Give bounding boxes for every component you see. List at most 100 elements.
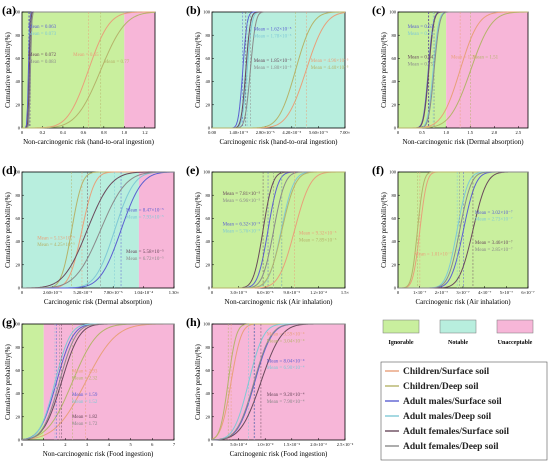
zone-ignorable xyxy=(22,324,44,440)
y-tick-label: 60 xyxy=(206,56,211,61)
y-axis-title: Cumulative probability(%) xyxy=(4,32,12,108)
legend-series-label: Adult females/Deep soil xyxy=(403,442,499,452)
legend-zone-label: Notable xyxy=(448,340,468,346)
x-tick-label: 9.0×10⁻⁵ xyxy=(283,290,300,295)
x-tick-label: 5×10⁻⁷ xyxy=(500,290,514,295)
x-tick-label: 0.6 xyxy=(81,130,87,135)
x-tick-label: 1.04×10⁻⁴ xyxy=(134,290,153,295)
x-axis-title: Carcinogenic risk (hand-to-oral ingestio… xyxy=(220,138,339,146)
legend-series-label: Adult females/Surface soil xyxy=(403,427,509,437)
y-tick-label: 0 xyxy=(18,126,21,131)
y-tick-label: 60 xyxy=(16,368,21,373)
chart-panel-3: 0 20 40 60 80 100 0 0.5 1.0 1.5 2.0 2.5 Non-carcinog… xyxy=(372,3,529,146)
x-axis-title: Carcinogenic risk (Food ingestion) xyxy=(230,450,328,458)
x-tick-label: 1.0×10⁻³ xyxy=(257,442,274,447)
x-tick-label: 0 xyxy=(21,442,24,447)
y-tick-label: 100 xyxy=(389,10,397,15)
x-tick-label: 1.2 xyxy=(142,130,148,135)
x-tick-label: 0.2 xyxy=(40,130,46,135)
mean-label: Mean = 1.82 xyxy=(72,415,98,420)
y-axis-title: Cumulative probability(%) xyxy=(194,32,202,108)
y-tick-label: 40 xyxy=(16,239,21,244)
mean-label: Mean = 6.90×10⁻⁴ xyxy=(267,365,305,371)
mean-label: Mean = 0.073 xyxy=(28,32,56,37)
x-tick-label: 2.80×10⁻⁵ xyxy=(256,130,275,135)
y-tick-label: 80 xyxy=(16,345,21,350)
panel-letter: (g) xyxy=(2,315,16,329)
mean-label: Mean = 6.32×10⁻⁵ xyxy=(223,221,261,227)
legend-series-label: Adult males/Surface soil xyxy=(403,397,502,407)
chart-panel-8: 0 20 40 60 80 100 0 5.0×10⁻⁴ 1.0×10⁻³ 1.5×10⁻³ 2.0… xyxy=(186,315,354,458)
mean-label: Mean = 0.083 xyxy=(28,60,56,65)
y-tick-label: 80 xyxy=(16,193,21,198)
mean-label: Mean = 8.47×10⁻⁵ xyxy=(126,207,164,213)
series-curve xyxy=(398,11,528,129)
x-tick-label: 0.8 xyxy=(101,130,107,135)
mean-label: Mean = 4.96×10⁻⁵ xyxy=(311,58,349,64)
y-tick-label: 40 xyxy=(206,391,211,396)
x-tick-label: 1×10⁻⁷ xyxy=(413,290,427,295)
y-tick-label: 20 xyxy=(206,102,211,107)
series-curve xyxy=(21,323,174,441)
mean-label: Mean = 1.85×10⁻⁵ xyxy=(254,58,292,64)
mean-label: Mean = 6.96×10⁻⁵ xyxy=(223,198,261,204)
panel-letter: (d) xyxy=(2,163,17,177)
mean-label: Mean = 2.32 xyxy=(72,377,98,382)
panel-letter: (b) xyxy=(186,3,201,17)
y-tick-label: 100 xyxy=(203,10,211,15)
y-axis-title: Cumulative probability(%) xyxy=(4,192,12,268)
panel-letter: (c) xyxy=(372,3,385,17)
mean-label: Mean = 5.76×10⁻⁵ xyxy=(223,228,261,234)
x-axis-title: Non-carcinogenic risk (Air inhalation) xyxy=(225,298,334,306)
y-tick-label: 60 xyxy=(392,56,397,61)
y-tick-label: 100 xyxy=(13,10,21,15)
y-tick-label: 100 xyxy=(13,170,21,175)
mean-label: Mean = 0.77 xyxy=(104,60,130,65)
x-tick-label: 7.80×10⁻⁵ xyxy=(104,290,123,295)
y-axis-title: Cumulative probability(%) xyxy=(194,192,202,268)
y-tick-label: 20 xyxy=(392,102,397,107)
x-tick-label: 2 xyxy=(64,442,66,447)
panel-letter: (f) xyxy=(372,163,384,177)
chart-panel-5: 0 20 40 60 80 100 0 3.0×10⁻⁵ 6.0×10⁻⁵ 9.0×10⁻⁵ 1.2… xyxy=(186,163,350,306)
y-axis-title: Cumulative probability(%) xyxy=(4,344,12,420)
x-tick-label: 4.20×10⁻⁵ xyxy=(282,130,301,135)
y-tick-label: 60 xyxy=(16,56,21,61)
mean-label: Mean = 9.20×10⁻⁴ xyxy=(267,392,305,398)
y-tick-label: 40 xyxy=(392,239,397,244)
y-tick-label: 20 xyxy=(16,414,21,419)
mean-label: Mean = 4.25×10⁻⁵ xyxy=(37,242,75,248)
mean-label: Mean = 2.73×10⁻⁷ xyxy=(475,217,513,223)
y-tick-label: 100 xyxy=(203,322,211,327)
series-curve xyxy=(212,11,346,129)
x-tick-label: 2.0 xyxy=(491,130,497,135)
chart-panel-6: 0 20 40 60 80 100 0 1×10⁻⁷ 2×10⁻⁷ 3×10⁻⁷ 4×10⁻⁷ 5×1… xyxy=(372,163,535,306)
panel-letter: (a) xyxy=(2,3,16,17)
x-tick-label: 1.5 xyxy=(467,130,473,135)
x-tick-label: 1 xyxy=(43,442,45,447)
y-tick-label: 80 xyxy=(206,345,211,350)
y-axis-title: Cumulative probability(%) xyxy=(194,344,202,420)
mean-label: Mean = 1.80×10⁻⁵ xyxy=(254,65,292,71)
y-tick-label: 20 xyxy=(16,262,21,267)
y-tick-label: 60 xyxy=(16,216,21,221)
y-tick-label: 0 xyxy=(208,286,211,291)
series-curve xyxy=(21,171,174,289)
mean-label: Mean = 7.81×10⁻⁵ xyxy=(223,191,261,197)
mean-label: Mean = 3.02×10⁻⁷ xyxy=(475,210,513,216)
x-tick-label: 1.0 xyxy=(443,130,449,135)
mean-label: Mean = 7.90×10⁻⁴ xyxy=(267,399,305,405)
x-axis-title: Carcinogenic risk (Dermal absorption) xyxy=(44,298,153,306)
mean-label: Mean = 1.62×10⁻⁵ xyxy=(254,27,292,33)
x-tick-label: 0 xyxy=(21,130,24,135)
x-tick-label: 2.0×10⁻³ xyxy=(310,442,327,447)
mean-label: Mean = 5.58×10⁻⁵ xyxy=(126,249,164,255)
y-axis-title: Cumulative probability(%) xyxy=(380,192,388,268)
mean-label: Mean = 3.46×10⁻⁷ xyxy=(475,240,513,246)
mean-label: Mean = 1.29 xyxy=(451,55,477,60)
mean-label: Mean = 1.51 xyxy=(473,55,499,60)
x-tick-label: 0 xyxy=(397,290,400,295)
y-tick-label: 40 xyxy=(16,79,21,84)
y-tick-label: 80 xyxy=(16,33,21,38)
